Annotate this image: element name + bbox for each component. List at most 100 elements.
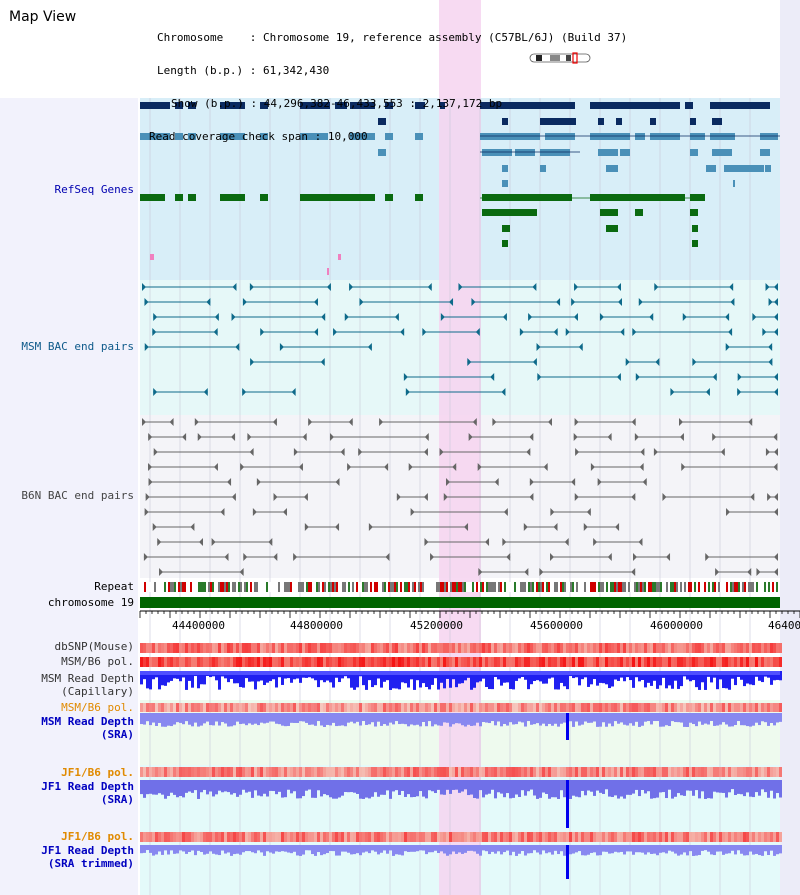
bac-end-marker [313, 298, 318, 306]
depth-bar [587, 671, 590, 687]
heat-cell [326, 643, 329, 653]
depth-bar [338, 713, 341, 726]
bac-end-marker [597, 478, 602, 486]
heat-cell [611, 657, 614, 667]
heat-cell [719, 643, 722, 653]
depth-bar [158, 671, 161, 690]
track-label-refseq[interactable]: RefSeq Genes [54, 183, 134, 196]
heat-cell [338, 832, 341, 842]
gene-exon [635, 133, 645, 140]
heat-cell [218, 767, 221, 777]
depth-bar [479, 671, 482, 682]
heat-cell [209, 767, 212, 777]
heat-cell [494, 703, 497, 712]
depth-bar [293, 845, 296, 852]
heat-cell [155, 657, 158, 667]
depth-bar [155, 713, 158, 726]
heat-cell [293, 832, 296, 842]
heat-cell [716, 767, 719, 777]
bac-end-marker [762, 328, 767, 336]
heat-cell [674, 643, 677, 653]
depth-bar [659, 780, 662, 793]
depth-bar [344, 845, 347, 852]
depth-bar [377, 713, 380, 722]
depth-bar [482, 713, 485, 723]
heat-cell [329, 703, 332, 712]
heat-cell [692, 832, 695, 842]
heat-cell [449, 832, 452, 842]
depth-bar [152, 780, 155, 795]
heat-cell [650, 643, 653, 653]
depth-bar [365, 845, 368, 852]
repeat-mark [162, 582, 164, 592]
bac-end-marker [752, 313, 757, 321]
heat-cell [359, 703, 362, 712]
depth-bar [689, 845, 692, 852]
depth-bar [467, 713, 470, 725]
depth-bar [689, 780, 692, 791]
repeat-mark [534, 582, 536, 592]
bac-end-marker [260, 328, 265, 336]
depth-bar [557, 671, 560, 690]
heat-cell [296, 657, 299, 667]
heat-cell [500, 657, 503, 667]
depth-bar [323, 671, 326, 683]
depth-bar [707, 780, 710, 799]
depth-bar [185, 713, 188, 722]
heat-cell [695, 832, 698, 842]
heat-cell [764, 832, 767, 842]
heat-cell [311, 767, 314, 777]
depth-bar [140, 845, 143, 854]
heat-cell [215, 832, 218, 842]
depth-bar [314, 671, 317, 681]
repeat-mark [296, 582, 298, 592]
heat-cell [281, 832, 284, 842]
repeat-mark [376, 582, 378, 592]
depth-bar [278, 713, 281, 725]
heat-cell [422, 767, 425, 777]
depth-bar [305, 713, 308, 723]
depth-bar [326, 671, 329, 681]
heat-cell [608, 832, 611, 842]
repeat-mark [590, 582, 592, 592]
heat-cell [599, 832, 602, 842]
heat-cell [491, 643, 494, 653]
heat-cell [266, 832, 269, 842]
repeat-mark [254, 582, 256, 592]
depth-bar [362, 780, 365, 799]
depth-bar [677, 845, 680, 856]
track-label-b6n-bac[interactable]: B6N BAC end pairs [21, 489, 134, 502]
depth-bar [746, 671, 749, 684]
heat-cell [485, 832, 488, 842]
gene-exon [690, 194, 705, 201]
bac-end-marker [607, 433, 612, 441]
depth-bar [368, 713, 371, 725]
depth-bar [512, 713, 515, 725]
heat-cell [599, 703, 602, 712]
track-label-msm-bac[interactable]: MSM BAC end pairs [21, 340, 134, 353]
depth-bar [767, 845, 770, 856]
heat-cell [686, 703, 689, 712]
depth-bar [278, 845, 281, 852]
heat-cell [461, 657, 464, 667]
depth-bar [470, 780, 473, 795]
heat-cell [482, 703, 485, 712]
bac-end-marker [492, 418, 497, 426]
heat-cell [473, 832, 476, 842]
heat-cell [290, 657, 293, 667]
repeat-mark [194, 582, 196, 592]
heat-cell [344, 643, 347, 653]
bac-end-marker [152, 328, 157, 336]
heat-cell [263, 767, 266, 777]
bac-end-marker [250, 358, 255, 366]
heat-cell [779, 643, 782, 653]
heat-cell [173, 703, 176, 712]
depth-bar [230, 845, 233, 856]
depth-bar [413, 780, 416, 798]
heat-cell [392, 657, 395, 667]
bac-end-marker [358, 448, 363, 456]
heat-cell [362, 767, 365, 777]
depth-bar [500, 671, 503, 686]
depth-bar [563, 671, 566, 687]
